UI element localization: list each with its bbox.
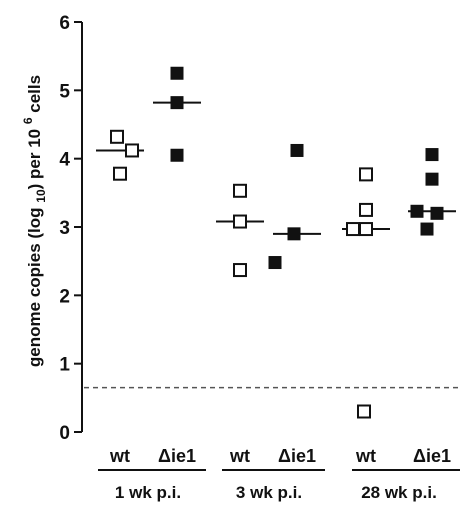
y-tick-label: 2 (59, 286, 70, 307)
open-square-point (346, 222, 360, 237)
y-axis: 0 1 2 3 4 5 6 (59, 13, 83, 444)
group-label: wt (355, 446, 376, 466)
filled-square-point (425, 172, 439, 186)
open-square-point (233, 214, 247, 229)
open-square-point (357, 404, 371, 419)
group-label: wt (109, 446, 130, 466)
data-marks (96, 66, 456, 419)
x-axis-labels: wt Δie1 wt Δie1 wt Δie1 1 wk p.i. 3 wk p.i. 28 w… (98, 446, 460, 502)
timepoint-label: 3 wk p.i. (236, 483, 302, 502)
open-square-point (125, 143, 139, 158)
timepoint-label: 28 wk p.i. (361, 483, 437, 502)
y-axis-title: genome copies (log 10) per 10 6 cells (21, 75, 48, 367)
group-label: Δie1 (158, 446, 196, 466)
y-tick-label: 3 (59, 218, 70, 239)
filled-square-point (170, 96, 184, 110)
open-square-point (110, 129, 124, 144)
y-axis-title-part: genome copies (log (25, 203, 44, 367)
y-tick-label: 5 (59, 81, 70, 102)
filled-square-point (170, 66, 184, 80)
open-square-point (233, 263, 247, 278)
y-axis-title-superscript: 6 (21, 117, 35, 124)
group-label: Δie1 (278, 446, 316, 466)
filled-square-point (268, 256, 282, 270)
open-square-point (233, 183, 247, 198)
open-square-point (113, 166, 127, 181)
filled-square-point (170, 148, 184, 162)
y-tick-label: 0 (59, 423, 70, 444)
filled-square-point (410, 204, 424, 218)
timepoint-label: 1 wk p.i. (115, 483, 181, 502)
open-square-point (359, 202, 373, 217)
group-label: wt (229, 446, 250, 466)
y-tick-label: 4 (59, 150, 70, 171)
open-square-point (359, 167, 373, 182)
open-square-point (359, 222, 373, 237)
group-label: Δie1 (413, 446, 451, 466)
filled-square-point (287, 227, 301, 241)
filled-square-point (290, 143, 304, 157)
filled-square-point (425, 148, 439, 162)
filled-square-point (430, 206, 444, 220)
y-tick-label: 6 (59, 13, 70, 34)
y-axis-title-part: cells (25, 75, 44, 118)
y-axis-title-part: ) per 10 (25, 124, 44, 189)
filled-square-point (420, 222, 434, 236)
y-axis-title-subscript: 10 (34, 189, 48, 203)
y-tick-label: 1 (59, 355, 70, 376)
